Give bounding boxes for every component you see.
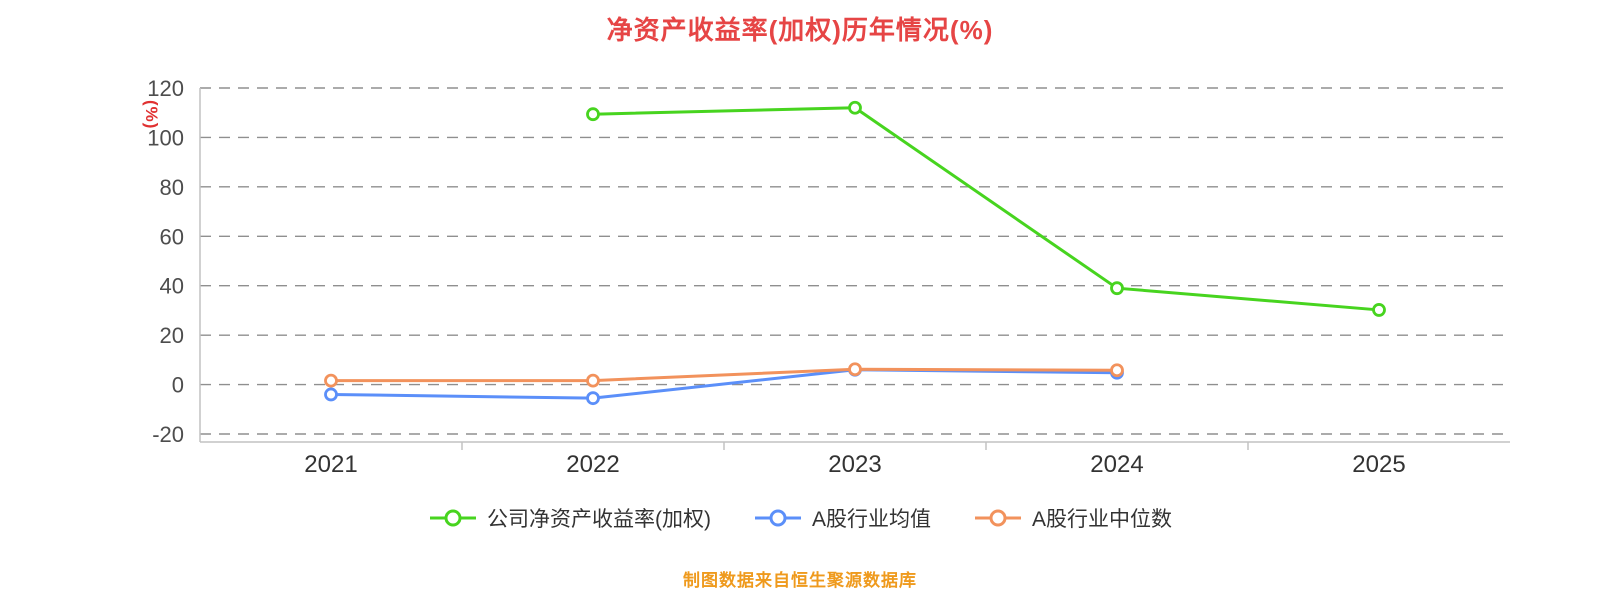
y-tick-label: 60: [160, 224, 184, 249]
data-point-marker: [1110, 363, 1124, 378]
y-tick-label: 100: [147, 125, 184, 150]
y-tick-label: 0: [172, 373, 184, 398]
roe-trend-line-chart: 120 100 80 60 40 20 0 -20 2021 2022 2023 2024 2025: [147, 76, 1510, 478]
data-point-marker: [324, 373, 338, 388]
y-axis-unit-label: (%): [142, 100, 161, 130]
data-point-marker: [848, 100, 862, 115]
legend-label-industry-median: A股行业中位数: [1032, 508, 1173, 531]
y-tick-label: 20: [160, 323, 184, 348]
y-tick-label: 40: [160, 274, 184, 299]
data-point-marker: [1372, 303, 1386, 317]
data-point-marker: [586, 373, 600, 388]
data-point-marker: [1110, 281, 1124, 296]
x-tick-label: 2022: [566, 451, 619, 478]
legend-label-company-roe: 公司净资产收益率(加权): [486, 508, 711, 531]
x-tick-label: 2021: [304, 451, 357, 478]
data-source-note: 制图数据来自恒生聚源数据库: [683, 571, 917, 590]
x-tick-label: 2023: [828, 451, 881, 478]
data-point-marker: [324, 387, 338, 402]
industry-mean-series-icon: [754, 509, 801, 527]
series-line-0: [591, 106, 1381, 312]
x-tick-label: 2025: [1352, 451, 1405, 478]
y-tick-label: -20: [152, 422, 184, 447]
legend-item-industry-mean[interactable]: A股行业均值: [753, 503, 931, 533]
y-tick-label: 80: [160, 175, 184, 200]
data-point-marker: [848, 362, 862, 377]
y-tick-label: 120: [147, 76, 184, 101]
x-tick-label: 2024: [1090, 451, 1143, 478]
legend-label-industry-mean: A股行业均值: [811, 508, 931, 531]
chart-title: 净资产收益率(加权)历年情况(%): [606, 15, 994, 45]
industry-median-series-icon: [975, 509, 1021, 527]
legend-item-industry-median[interactable]: A股行业中位数: [973, 503, 1172, 533]
chart-legend: 公司净资产收益率(加权) A股行业均值 A股行业中位数: [0, 503, 1600, 533]
legend-item-company-roe[interactable]: 公司净资产收益率(加权): [428, 503, 711, 533]
data-point-marker: [586, 107, 600, 122]
company-roe-series-icon: [429, 509, 476, 527]
series-line-2: [329, 367, 1119, 383]
data-point-marker: [586, 391, 600, 406]
